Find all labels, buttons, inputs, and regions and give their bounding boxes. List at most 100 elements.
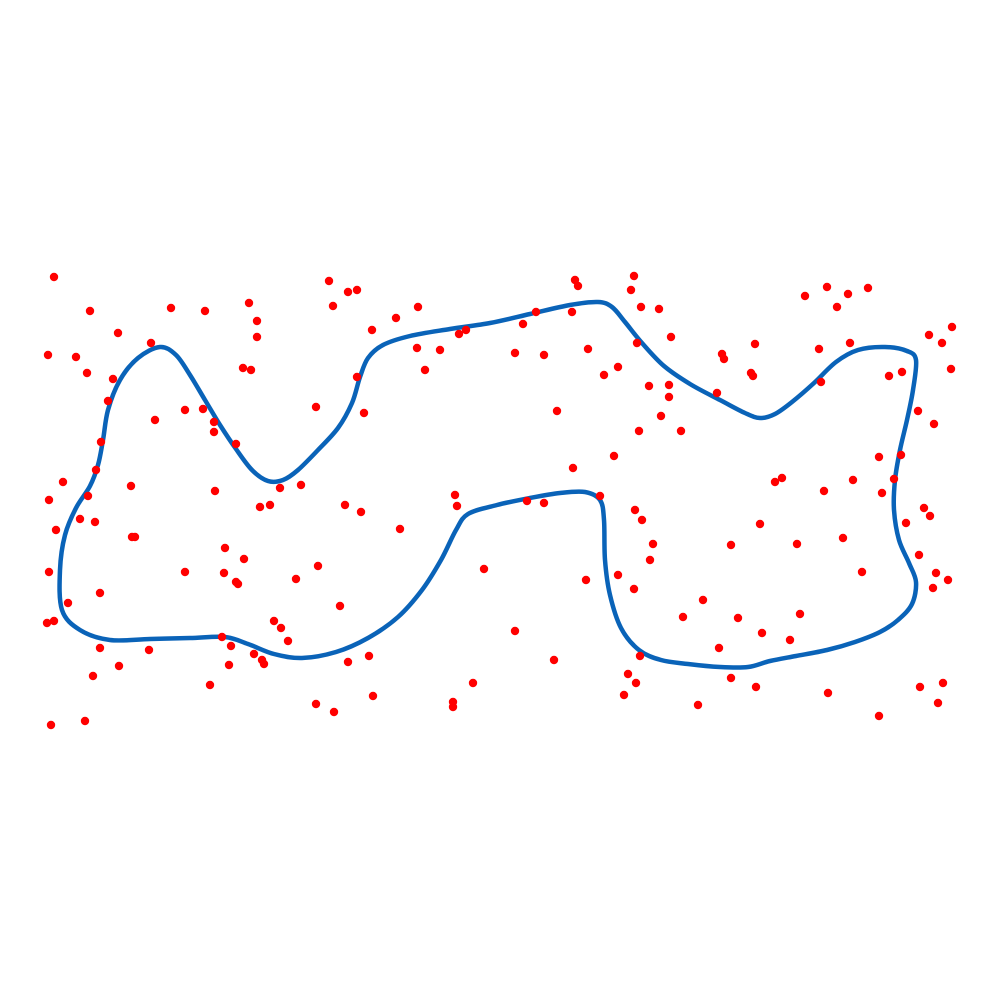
- scatter-point: [626, 285, 636, 295]
- scatter-point: [925, 511, 935, 521]
- scatter-point: [71, 352, 81, 362]
- scatter-point: [42, 618, 52, 628]
- scatter-point: [255, 502, 265, 512]
- scatter-point: [95, 588, 105, 598]
- scatter-point: [49, 272, 59, 282]
- scatter-point: [311, 402, 321, 412]
- scatter-point: [311, 699, 321, 709]
- scatter-point: [343, 287, 353, 297]
- scatter-point: [246, 365, 256, 375]
- scatter-point: [751, 682, 761, 692]
- scatter-point: [919, 503, 929, 513]
- scatter-point: [770, 477, 780, 487]
- scatter-point: [599, 370, 609, 380]
- scatter-point: [583, 344, 593, 354]
- scatter-point: [857, 567, 867, 577]
- scatter-point: [539, 498, 549, 508]
- scatter-point: [435, 345, 445, 355]
- scatter-point: [114, 661, 124, 671]
- scatter-point: [335, 601, 345, 611]
- scatter-point: [637, 515, 647, 525]
- scatter-point: [630, 505, 640, 515]
- scatter-point: [929, 419, 939, 429]
- scatter-point: [693, 700, 703, 710]
- scatter-point: [217, 632, 227, 642]
- scatter-point: [239, 554, 249, 564]
- scatter-point: [719, 354, 729, 364]
- scatter-point: [82, 368, 92, 378]
- scatter-point: [83, 491, 93, 501]
- scatter-point: [609, 451, 619, 461]
- scatter-point: [58, 477, 68, 487]
- scatter-point: [324, 276, 334, 286]
- scatter-point: [220, 543, 230, 553]
- scatter-point: [51, 525, 61, 535]
- scatter-point: [448, 702, 458, 712]
- scatter-point: [924, 330, 934, 340]
- scatter-point: [629, 271, 639, 281]
- scatter-point: [946, 364, 956, 374]
- scatter-point: [80, 716, 90, 726]
- scatter-point: [549, 655, 559, 665]
- scatter-point: [144, 645, 154, 655]
- scatter-point: [567, 307, 577, 317]
- scatter-point: [832, 302, 842, 312]
- scatter-point: [420, 365, 430, 375]
- scatter-point: [914, 550, 924, 560]
- scatter-point: [95, 643, 105, 653]
- scatter-point: [296, 480, 306, 490]
- scatter-point: [664, 392, 674, 402]
- scatter-point: [49, 616, 59, 626]
- scatter-point: [581, 575, 591, 585]
- scatter-point: [395, 524, 405, 534]
- scatter-point: [352, 372, 362, 382]
- scatter-point: [664, 380, 674, 390]
- points-layer: [42, 271, 957, 730]
- scatter-point: [219, 568, 229, 578]
- scatter-point: [819, 486, 829, 496]
- scatter-point: [748, 371, 758, 381]
- scatter-point: [252, 332, 262, 342]
- scatter-point: [531, 307, 541, 317]
- scatter-point: [678, 612, 688, 622]
- scatter-point: [130, 532, 140, 542]
- scatter-point: [359, 408, 369, 418]
- scatter-point: [613, 362, 623, 372]
- scatter-point: [352, 285, 362, 295]
- scatter-point: [113, 328, 123, 338]
- scatter-point: [938, 678, 948, 688]
- scatter-point: [631, 678, 641, 688]
- scatter-point: [843, 289, 853, 299]
- scatter-point: [90, 517, 100, 527]
- scatter-point: [623, 669, 633, 679]
- scatter-point: [845, 338, 855, 348]
- scatter-point: [636, 302, 646, 312]
- scatter-point: [244, 298, 254, 308]
- scatter-point: [343, 657, 353, 667]
- scatter-point: [180, 405, 190, 415]
- scatter-point: [666, 332, 676, 342]
- scatter-point: [413, 302, 423, 312]
- scatter-point: [364, 651, 374, 661]
- scatter-point: [901, 518, 911, 528]
- scatter-point: [44, 567, 54, 577]
- scatter-point: [249, 649, 259, 659]
- scatter-point: [823, 688, 833, 698]
- scatter-point: [224, 660, 234, 670]
- scatter-point: [269, 616, 279, 626]
- scatter-point: [44, 495, 54, 505]
- scatter-point: [340, 500, 350, 510]
- scatter-point: [619, 690, 629, 700]
- scatter-point: [146, 338, 156, 348]
- scatter-point: [698, 595, 708, 605]
- scatter-point: [656, 411, 666, 421]
- scatter-point: [931, 568, 941, 578]
- scatter-point: [573, 281, 583, 291]
- scatter-point: [356, 507, 366, 517]
- scatter-point: [518, 319, 528, 329]
- scatter-point: [198, 404, 208, 414]
- scatter-point: [209, 427, 219, 437]
- scatter-point: [210, 486, 220, 496]
- scatter-point: [265, 500, 275, 510]
- scatter-point: [874, 452, 884, 462]
